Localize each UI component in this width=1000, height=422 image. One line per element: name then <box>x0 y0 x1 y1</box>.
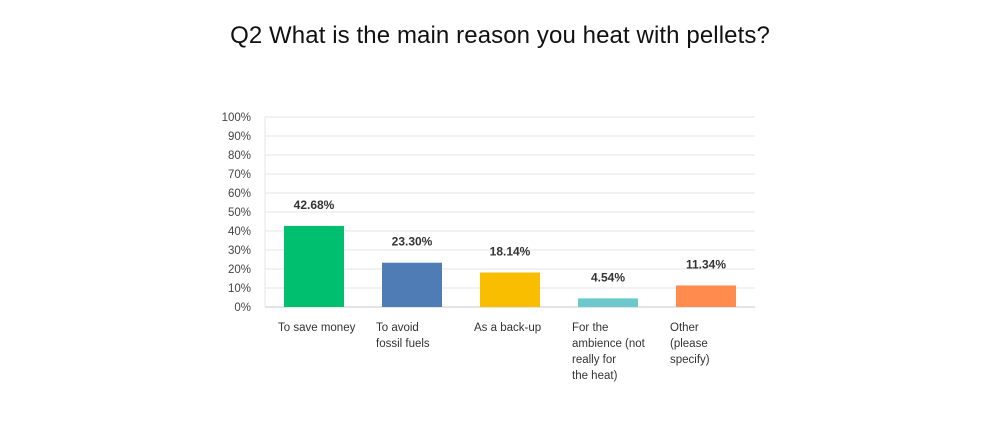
y-tick-label: 70% <box>228 169 251 181</box>
category-label: To save money <box>278 322 356 334</box>
bar <box>382 262 442 307</box>
data-label: 23.30% <box>392 235 433 249</box>
chart-title: Q2 What is the main reason you heat with… <box>230 22 770 49</box>
category-label: For the ambience (not really for the heat) <box>572 322 646 382</box>
y-tick-label: 10% <box>228 283 251 295</box>
data-label: 4.54% <box>591 270 625 284</box>
y-tick-label: 40% <box>228 226 251 238</box>
data-label: 18.14% <box>490 245 531 259</box>
y-tick-label: 90% <box>228 131 251 143</box>
y-tick-label: 80% <box>228 150 251 162</box>
category-label: As a back-up <box>474 322 541 334</box>
bar <box>676 285 736 307</box>
category-label: To avoid fossil fuels <box>376 322 430 350</box>
data-label: 42.68% <box>294 198 335 212</box>
x-axis-categories: To save money To avoid fossil fuels As a ba… <box>278 322 710 382</box>
y-axis: 0% 10% 20% 30% 40% 50% 60% 70% 80% 90% 100% <box>222 112 266 314</box>
y-tick-label: 100% <box>222 112 251 124</box>
data-label: 11.34% <box>686 257 726 271</box>
y-tick-label: 30% <box>228 245 251 257</box>
y-tick-label: 0% <box>234 302 251 314</box>
bar <box>578 298 638 307</box>
y-tick-label: 50% <box>228 207 251 219</box>
data-labels: 42.68% 23.30% 18.14% 4.54% 11.34% <box>294 198 727 284</box>
bars <box>284 225 736 307</box>
bar <box>284 225 344 307</box>
category-label: Other (please specify) <box>670 322 710 366</box>
y-tick-label: 20% <box>228 264 251 276</box>
bar <box>480 272 540 307</box>
y-tick-label: 60% <box>228 188 251 200</box>
